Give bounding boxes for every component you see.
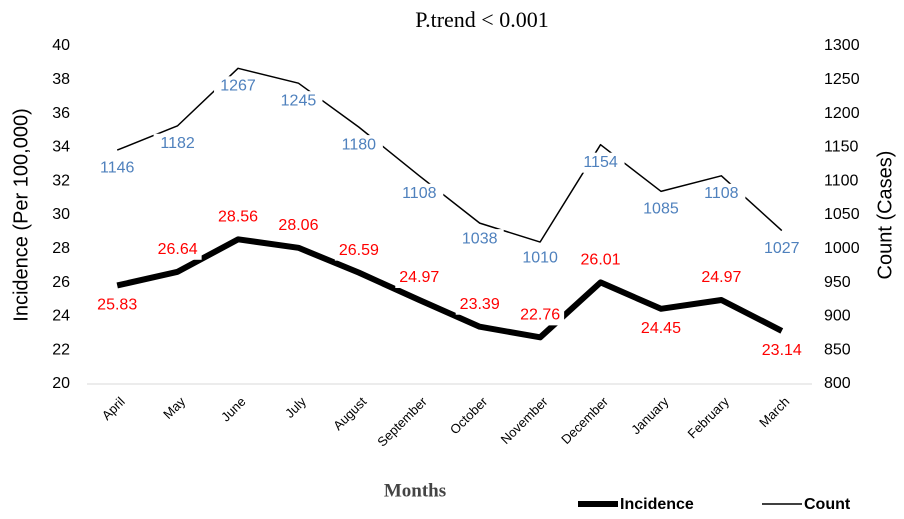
y-axis-title: Incidence (Per 100,000) bbox=[10, 108, 32, 321]
y-tick-label: 22 bbox=[52, 341, 70, 358]
data-label: 1085 bbox=[643, 201, 679, 218]
data-label-bg bbox=[636, 318, 685, 339]
series-line bbox=[116, 236, 784, 341]
y-tick-label: 34 bbox=[52, 139, 70, 156]
data-label-bg bbox=[516, 305, 565, 326]
data-label-bg bbox=[455, 294, 504, 315]
data-label: 23.39 bbox=[460, 296, 500, 313]
x-tick-label: March bbox=[756, 394, 792, 430]
data-label-bg bbox=[757, 238, 806, 259]
y2-tick-label: 1200 bbox=[824, 105, 860, 122]
data-label-bg bbox=[93, 158, 142, 179]
data-label: 1038 bbox=[462, 230, 498, 247]
y-tick-label: 38 bbox=[52, 71, 70, 88]
x-tick-label: September bbox=[374, 393, 430, 449]
x-tick-label: January bbox=[628, 394, 672, 438]
x-tick-label: February bbox=[685, 394, 733, 442]
y2-tick-label: 1150 bbox=[824, 139, 859, 156]
data-label: 1267 bbox=[220, 78, 256, 95]
data-label-bg bbox=[636, 199, 685, 220]
x-tick-label: April bbox=[99, 394, 128, 423]
y2-tick-label: 950 bbox=[824, 274, 851, 291]
data-label-bg bbox=[395, 268, 444, 289]
y2-tick-label: 1000 bbox=[824, 240, 860, 257]
x-axis-title: Months bbox=[384, 480, 446, 501]
y2-tick-label: 1300 bbox=[824, 37, 860, 54]
data-label-bg bbox=[757, 340, 806, 361]
y-tick-label: 30 bbox=[52, 206, 70, 223]
x-tick-label: May bbox=[160, 394, 188, 422]
data-label: 1108 bbox=[402, 185, 437, 202]
y-tick-label: 24 bbox=[52, 308, 70, 325]
data-label-bg bbox=[334, 135, 383, 156]
y-tick-label: 26 bbox=[52, 274, 70, 291]
y2-tick-label: 850 bbox=[824, 341, 851, 358]
data-label: 1245 bbox=[281, 92, 317, 109]
data-label-bg bbox=[576, 250, 625, 271]
data-label-bg bbox=[697, 183, 746, 204]
data-label-bg bbox=[516, 248, 565, 269]
data-label: 1180 bbox=[342, 136, 377, 153]
y2-axis-title: Count (Cases) bbox=[874, 151, 896, 280]
x-tick-label: July bbox=[282, 394, 309, 421]
data-label: 1010 bbox=[522, 249, 558, 266]
data-label-bg bbox=[153, 133, 202, 154]
y-tick-label: 28 bbox=[52, 240, 70, 257]
x-tick-label: December bbox=[558, 393, 611, 446]
data-label: 1108 bbox=[704, 185, 739, 202]
data-label: 1146 bbox=[100, 159, 135, 176]
y-tick-label: 40 bbox=[52, 37, 70, 54]
data-label: 25.83 bbox=[97, 297, 137, 314]
data-label: 1154 bbox=[583, 154, 618, 171]
data-label: 26.64 bbox=[158, 241, 198, 258]
data-label-bg bbox=[214, 207, 263, 228]
y-tick-label: 20 bbox=[52, 375, 70, 392]
x-tick-label: June bbox=[218, 394, 249, 425]
data-label: 28.56 bbox=[218, 209, 258, 226]
data-label-bg bbox=[576, 152, 625, 173]
chart-title: P.trend < 0.001 bbox=[415, 7, 548, 32]
data-label: 28.06 bbox=[278, 217, 318, 234]
data-label: 26.01 bbox=[581, 252, 621, 269]
data-label: 22.76 bbox=[520, 307, 560, 324]
y-tick-label: 32 bbox=[52, 172, 70, 189]
data-label-bg bbox=[274, 215, 323, 236]
data-label-bg bbox=[274, 91, 323, 112]
data-label-bg bbox=[697, 268, 746, 289]
data-label: 1027 bbox=[764, 240, 800, 257]
data-label-bg bbox=[395, 183, 444, 204]
y2-tick-label: 1250 bbox=[824, 71, 860, 88]
data-label-bg bbox=[334, 240, 383, 261]
data-label-bg bbox=[153, 239, 202, 260]
data-label: 24.97 bbox=[399, 269, 439, 286]
data-label: 23.14 bbox=[762, 342, 802, 359]
data-label-bg bbox=[93, 295, 142, 316]
y2-tick-label: 1100 bbox=[824, 172, 859, 189]
legend-label: Incidence bbox=[620, 496, 694, 513]
y2-tick-label: 900 bbox=[824, 308, 851, 325]
data-label: 1182 bbox=[160, 135, 195, 152]
x-tick-label: November bbox=[498, 393, 551, 446]
y2-tick-label: 800 bbox=[824, 375, 851, 392]
data-label-bg bbox=[455, 229, 504, 250]
data-label: 26.59 bbox=[339, 242, 379, 259]
data-label: 24.45 bbox=[641, 320, 681, 337]
x-tick-label: August bbox=[330, 394, 369, 433]
y-tick-label: 36 bbox=[52, 105, 70, 122]
y2-tick-label: 1050 bbox=[824, 206, 860, 223]
data-label: 24.97 bbox=[701, 269, 741, 286]
data-label-bg bbox=[214, 76, 263, 97]
x-tick-label: October bbox=[447, 393, 491, 437]
legend-label: Count bbox=[804, 496, 851, 513]
